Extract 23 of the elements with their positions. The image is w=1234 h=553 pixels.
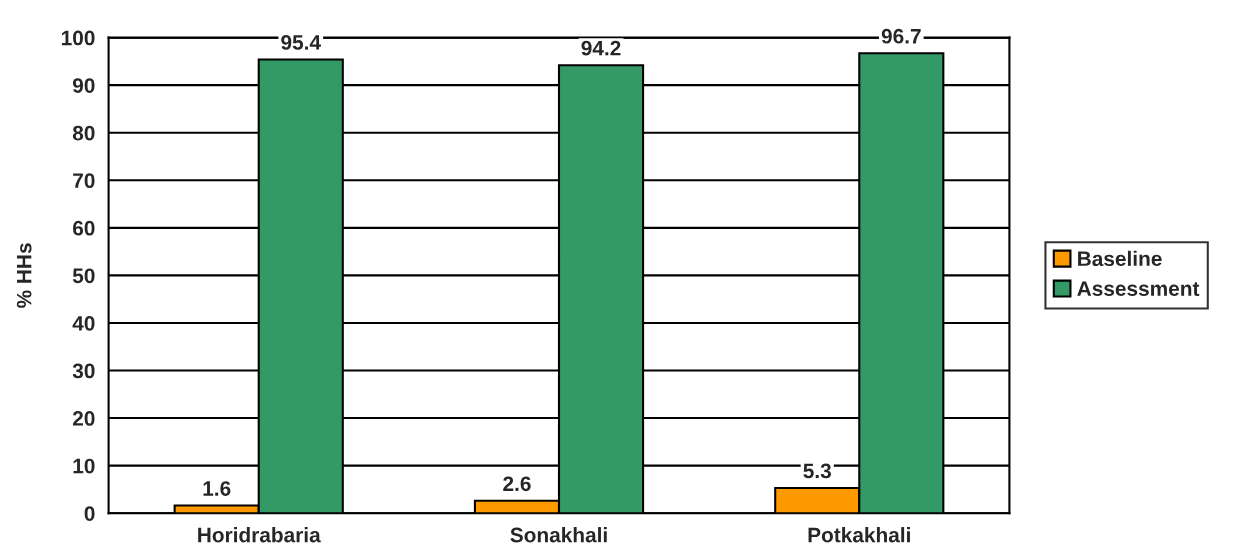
data-label: 96.7 [881,28,921,44]
x-tick-label: Potkakhali [808,527,910,543]
x-tick-label: Horidrabaria [198,527,321,543]
data-label: 2.6 [503,476,531,492]
y-tick-label: 0 [84,506,95,521]
y-tick-label: 100 [61,30,95,46]
legend-label: Baseline [1078,250,1162,267]
y-tick-label: 50 [72,268,95,284]
y-tick-label: 80 [72,125,95,141]
y-tick-label: 30 [72,363,95,379]
y-tick-label: 20 [72,411,95,426]
y-tick-label: 90 [72,78,95,93]
data-label: 1.6 [203,481,231,496]
y-tick-label: 70 [73,173,95,189]
data-label: 5.3 [803,463,831,479]
y-tick-label: 10 [73,458,95,474]
data-label: 95.4 [281,35,321,50]
legend-label: Assessment [1077,281,1200,297]
x-tick-label: Sonakhali [510,527,607,543]
y-tick-label: 60 [72,220,95,236]
y-tick-label: 40 [72,315,95,331]
y-axis-title: % HHs [16,243,32,308]
data-label: 94.2 [581,40,621,56]
